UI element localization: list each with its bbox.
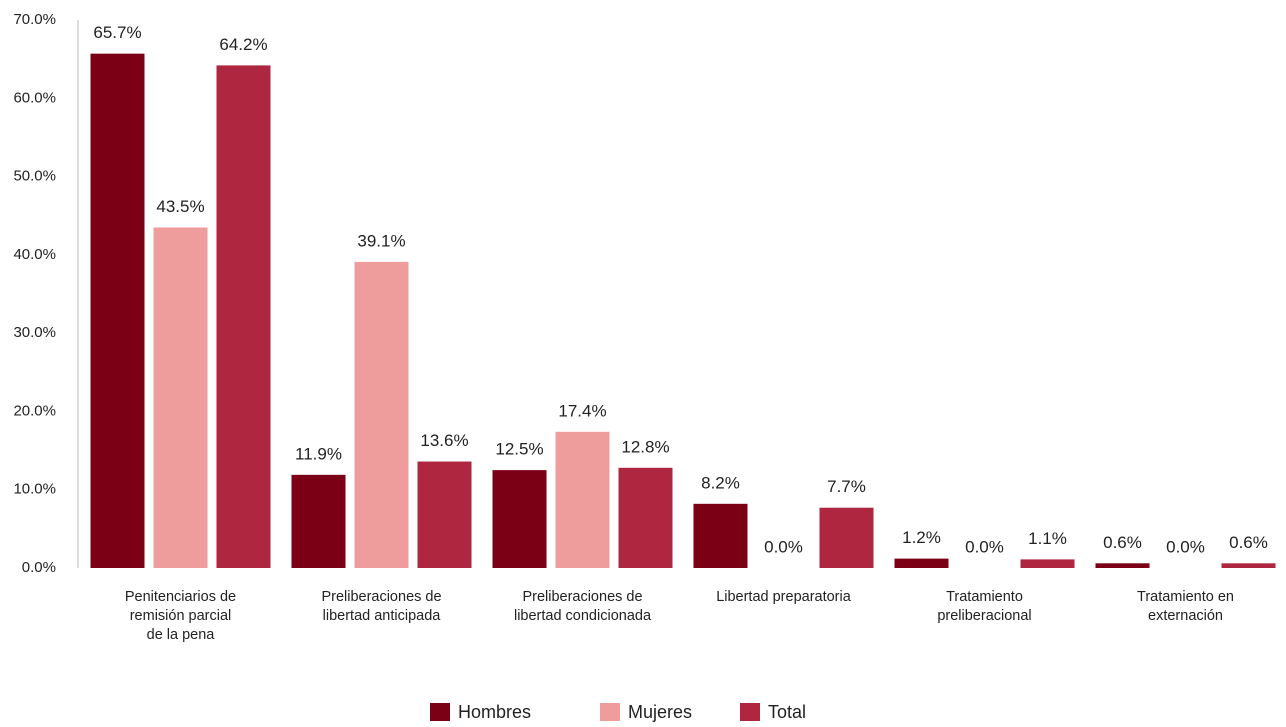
- bar: [693, 503, 748, 568]
- value-label: 64.2%: [219, 35, 267, 54]
- bar: [555, 431, 610, 568]
- value-label: 0.6%: [1103, 533, 1142, 552]
- y-tick-label: 40.0%: [13, 246, 56, 263]
- x-tick-label: Libertad preparatoria: [716, 589, 851, 605]
- value-label: 1.1%: [1028, 529, 1067, 548]
- bar: [153, 227, 208, 568]
- legend-label: Mujeres: [628, 702, 692, 722]
- y-tick-label: 50.0%: [13, 168, 56, 185]
- y-tick-label: 20.0%: [13, 402, 56, 419]
- y-tick-label: 30.0%: [13, 324, 56, 341]
- value-label: 12.5%: [495, 440, 543, 459]
- bar: [819, 507, 874, 568]
- bar: [90, 53, 145, 569]
- value-label: 43.5%: [156, 197, 204, 216]
- legend-swatch: [600, 703, 620, 721]
- value-label: 11.9%: [295, 444, 342, 463]
- legend-label: Hombres: [458, 702, 531, 722]
- bar: [1095, 563, 1150, 568]
- y-tick-label: 0.0%: [22, 559, 56, 576]
- value-label: 65.7%: [93, 23, 141, 42]
- x-tick-label: Tratamiento preliberacional: [937, 589, 1032, 624]
- value-label: 0.0%: [764, 537, 803, 556]
- value-label: 0.0%: [1166, 537, 1205, 556]
- value-label: 0.6%: [1229, 533, 1268, 552]
- x-tick-label: Preliberaciones de libertad condicionada: [513, 589, 652, 624]
- value-label: 1.2%: [902, 528, 941, 547]
- value-label: 0.0%: [965, 537, 1004, 556]
- x-tick-label: Penitenciarios de remisión parcial de la…: [124, 589, 237, 643]
- bar: [216, 65, 271, 569]
- bar: [291, 474, 346, 568]
- y-tick-label: 10.0%: [13, 481, 56, 498]
- legend-swatch: [430, 703, 450, 721]
- bar: [417, 461, 472, 568]
- y-tick-label: 70.0%: [13, 11, 56, 28]
- value-label: 8.2%: [701, 473, 740, 492]
- x-tick-label: Preliberaciones de libertad anticipada: [321, 589, 442, 624]
- y-tick-label: 60.0%: [13, 89, 56, 106]
- bar: [492, 470, 547, 568]
- bar: [894, 558, 949, 568]
- value-label: 13.6%: [420, 431, 468, 450]
- value-label: 17.4%: [558, 401, 606, 420]
- bar: [618, 467, 673, 568]
- legend-swatch: [740, 703, 760, 721]
- x-tick-label: Tratamiento en externación: [1137, 589, 1234, 624]
- value-label: 39.1%: [357, 231, 405, 250]
- legend-label: Total: [768, 702, 806, 722]
- bar: [1221, 563, 1276, 568]
- bar: [1020, 559, 1075, 568]
- bar: [354, 261, 409, 568]
- value-label: 12.8%: [621, 437, 669, 456]
- value-label: 7.7%: [827, 477, 866, 496]
